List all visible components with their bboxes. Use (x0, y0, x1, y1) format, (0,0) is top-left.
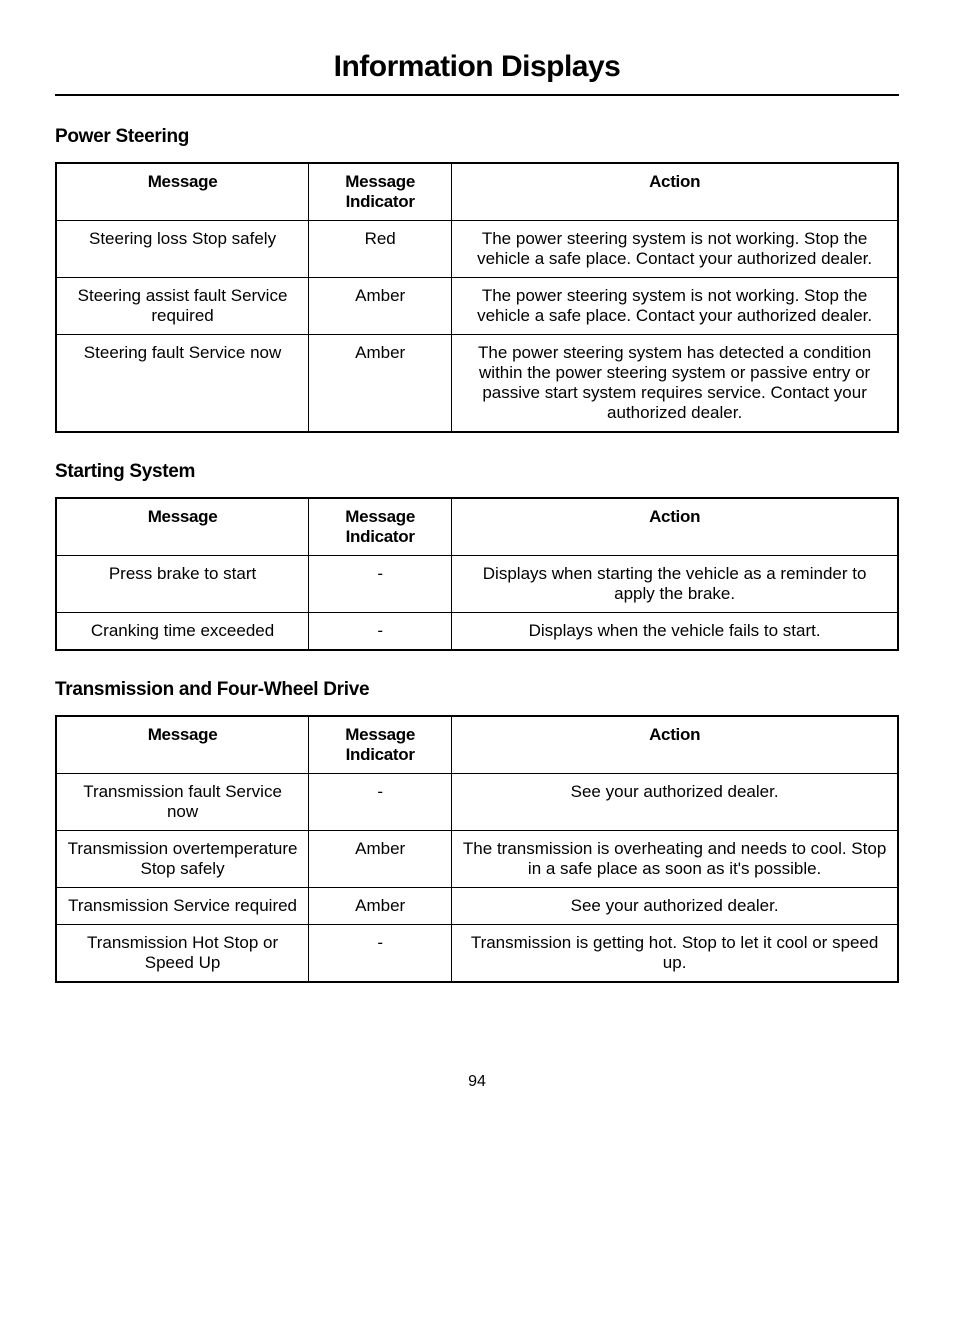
header-action: Action (452, 163, 898, 221)
cell-indicator: - (309, 613, 452, 651)
cell-action: See your authorized dealer. (452, 774, 898, 831)
table-row: Press brake to start - Displays when sta… (56, 556, 898, 613)
cell-action: The transmission is overheating and need… (452, 831, 898, 888)
cell-message: Steering loss Stop safely (56, 221, 309, 278)
section-title-power-steering: Power Steering (55, 126, 899, 148)
cell-message: Transmission overtemperature Stop safely (56, 831, 309, 888)
cell-message: Press brake to start (56, 556, 309, 613)
header-message: Message (56, 716, 309, 774)
table-row: Transmission overtemperature Stop safely… (56, 831, 898, 888)
cell-action: The power steering system has detected a… (452, 335, 898, 433)
table-row: Transmission fault Service now - See you… (56, 774, 898, 831)
table-row: Transmission Hot Stop or Speed Up - Tran… (56, 925, 898, 983)
table-row: Steering loss Stop safely Red The power … (56, 221, 898, 278)
table-power-steering: Message Message Indicator Action Steerin… (55, 162, 899, 433)
cell-action: Displays when the vehicle fails to start… (452, 613, 898, 651)
table-row: Transmission Service required Amber See … (56, 888, 898, 925)
cell-message: Transmission Hot Stop or Speed Up (56, 925, 309, 983)
cell-message: Steering assist fault Service required (56, 278, 309, 335)
cell-message: Steering fault Service now (56, 335, 309, 433)
cell-indicator: - (309, 556, 452, 613)
header-indicator: Message Indicator (309, 716, 452, 774)
header-message: Message (56, 498, 309, 556)
cell-action: See your authorized dealer. (452, 888, 898, 925)
cell-message: Cranking time exceeded (56, 613, 309, 651)
cell-action: Displays when starting the vehicle as a … (452, 556, 898, 613)
cell-indicator: Red (309, 221, 452, 278)
table-starting-system: Message Message Indicator Action Press b… (55, 497, 899, 651)
table-row: Steering assist fault Service required A… (56, 278, 898, 335)
table-row: Steering fault Service now Amber The pow… (56, 335, 898, 433)
cell-action: The power steering system is not working… (452, 221, 898, 278)
header-action: Action (452, 498, 898, 556)
table-header-row: Message Message Indicator Action (56, 498, 898, 556)
table-header-row: Message Message Indicator Action (56, 716, 898, 774)
header-indicator: Message Indicator (309, 163, 452, 221)
cell-indicator: Amber (309, 888, 452, 925)
section-title-starting-system: Starting System (55, 461, 899, 483)
header-message: Message (56, 163, 309, 221)
page-number: 94 (55, 1073, 899, 1091)
table-header-row: Message Message Indicator Action (56, 163, 898, 221)
table-transmission: Message Message Indicator Action Transmi… (55, 715, 899, 983)
cell-action: The power steering system is not working… (452, 278, 898, 335)
section-title-transmission: Transmission and Four-Wheel Drive (55, 679, 899, 701)
table-row: Cranking time exceeded - Displays when t… (56, 613, 898, 651)
cell-message: Transmission fault Service now (56, 774, 309, 831)
header-action: Action (452, 716, 898, 774)
cell-message: Transmission Service required (56, 888, 309, 925)
cell-indicator: Amber (309, 831, 452, 888)
cell-action: Transmission is getting hot. Stop to let… (452, 925, 898, 983)
cell-indicator: - (309, 774, 452, 831)
cell-indicator: - (309, 925, 452, 983)
cell-indicator: Amber (309, 278, 452, 335)
header-indicator: Message Indicator (309, 498, 452, 556)
cell-indicator: Amber (309, 335, 452, 433)
page-title: Information Displays (55, 50, 899, 96)
